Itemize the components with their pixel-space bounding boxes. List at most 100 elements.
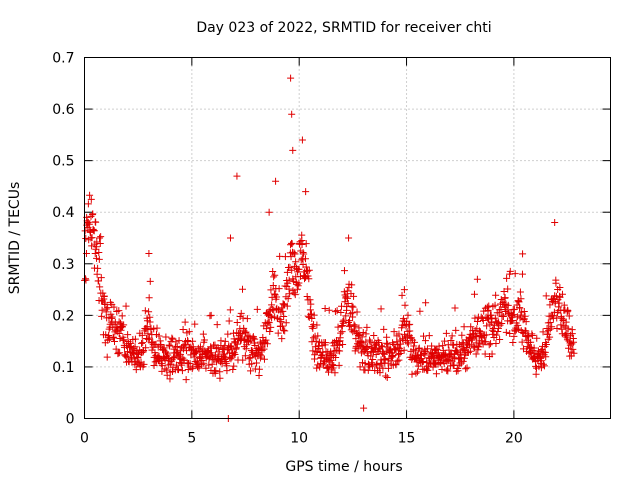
data-point [278,322,286,330]
data-point [84,200,92,208]
data-point [108,314,116,322]
data-point [496,335,504,343]
data-point [404,311,412,319]
data-point [175,337,183,345]
data-point [93,238,101,246]
data-point [313,364,321,372]
data-point [472,350,480,358]
data-point [217,337,225,345]
data-point [281,327,289,335]
data-point [98,312,106,320]
data-point [442,329,450,337]
data-point [383,339,391,347]
data-point [284,279,292,287]
data-point [122,352,130,360]
data-point [482,331,490,339]
data-point [400,286,408,294]
data-point [226,306,234,314]
data-point [302,188,310,196]
data-point [91,249,99,257]
data-point [205,361,213,369]
data-point [423,345,431,353]
data-point [267,323,275,331]
data-point [115,330,123,338]
data-point [309,347,317,355]
data-point [82,235,90,243]
data-point [335,337,343,345]
y-tick-label: 0 [66,412,75,428]
data-point [401,301,409,309]
data-point [504,301,512,309]
data-point [504,285,512,293]
data-point [308,338,316,346]
data-point [364,342,372,350]
data-point [492,339,500,347]
data-point [564,306,572,314]
grid [84,57,611,419]
data-point [188,365,196,373]
data-point [474,342,482,350]
data-point [115,307,123,315]
data-point [422,299,430,307]
data-point [108,313,116,321]
data-point [95,255,103,263]
data-point [116,349,124,357]
data-point [299,248,307,256]
data-point [151,358,159,366]
data-point [482,338,490,346]
data-point [110,334,118,342]
data-point [118,312,126,320]
data-point [237,309,245,317]
data-point [162,333,170,341]
data-point [369,356,377,364]
data-point [178,361,186,369]
data-point [565,312,573,320]
data-point [416,307,424,315]
data-point [441,337,449,345]
data-point [307,300,315,308]
data-point [163,366,171,374]
data-point [484,307,492,315]
data-point [506,330,514,338]
data-point [394,341,402,349]
data-point [565,344,573,352]
data-point [473,275,481,283]
data-point [208,360,216,368]
data-point [398,321,406,329]
data-point [542,353,550,361]
data-point [382,372,390,380]
data-point [397,340,405,348]
data-point [410,342,418,350]
data-point [172,338,180,346]
y-tick-label: 0.7 [52,51,74,67]
data-point [288,110,296,118]
data-point [115,318,123,326]
data-point [213,321,221,329]
data-point [95,249,103,257]
data-point [89,226,97,234]
data-point [301,272,309,280]
data-point [467,323,475,331]
data-point [366,338,374,346]
data-point [491,314,499,322]
data-point [510,332,518,340]
data-point [324,363,332,371]
data-point [423,359,431,367]
data-point [488,315,496,323]
data-series [81,74,578,422]
data-point [393,338,401,346]
data-point [191,349,199,357]
data-point [441,351,449,359]
data-point [103,353,111,361]
y-tick-label: 0.2 [52,308,74,324]
data-point [377,305,385,313]
data-point [321,339,329,347]
data-point [343,303,351,311]
data-point [360,404,368,412]
data-point [283,302,291,310]
data-point [233,319,241,327]
data-point [182,376,190,384]
data-point [340,288,348,296]
data-point [502,328,510,336]
data-point [212,345,220,353]
